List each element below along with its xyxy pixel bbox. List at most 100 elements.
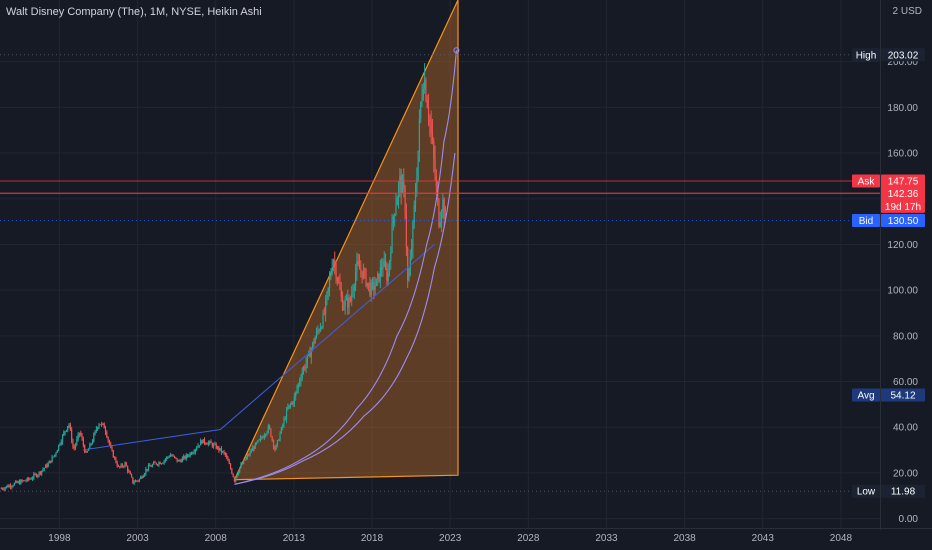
candle-body — [302, 367, 305, 373]
candle-body — [198, 445, 200, 447]
y-tick-label[interactable]: 180.00 — [887, 103, 918, 114]
drawing-layer-lines[interactable] — [82, 47, 460, 485]
candle-body — [107, 437, 109, 441]
x-tick-label[interactable]: 2018 — [361, 533, 384, 544]
candle-body — [279, 433, 281, 441]
candle-body — [142, 475, 144, 478]
candle-body — [150, 466, 152, 468]
candle-body — [427, 107, 430, 118]
candle-body — [425, 80, 427, 101]
candle-body — [61, 435, 64, 442]
candle-body — [193, 452, 195, 453]
y-tick-label[interactable]: 20.00 — [893, 468, 918, 479]
candle-body — [397, 184, 400, 199]
candle-body — [258, 439, 260, 441]
x-tick-label[interactable]: 2038 — [673, 533, 696, 544]
candle-body — [257, 440, 259, 443]
candle-body — [93, 434, 95, 442]
price-label-name: Ask — [858, 177, 876, 188]
x-tick-label[interactable]: 2043 — [752, 533, 775, 544]
candle-body — [296, 388, 298, 392]
candle-body — [192, 452, 194, 454]
y-tick-label[interactable]: 40.00 — [893, 423, 918, 434]
y-tick-label[interactable]: 200.00 — [887, 57, 918, 68]
candle-body — [394, 213, 396, 217]
triangle-drawing[interactable] — [233, 0, 459, 481]
candle-body — [301, 372, 303, 379]
candle-body — [443, 199, 445, 219]
candle-body — [159, 462, 161, 465]
candle-body — [22, 480, 25, 482]
x-tick-label[interactable]: 2008 — [205, 533, 228, 544]
candle-body — [340, 289, 342, 297]
x-tick-label[interactable]: 2028 — [517, 533, 540, 544]
candle-body — [76, 438, 78, 445]
candle-body — [440, 211, 443, 223]
x-tick-label[interactable]: 1998 — [48, 533, 71, 544]
candle-body — [16, 481, 18, 483]
x-tick-label[interactable]: 2003 — [126, 533, 149, 544]
candle-body — [442, 199, 444, 212]
arc-drawing-inner[interactable] — [234, 50, 457, 485]
price-label-value: 54.12 — [890, 390, 915, 401]
candle-body — [138, 479, 140, 481]
y-tick-label[interactable]: 100.00 — [887, 286, 918, 297]
candle-body — [272, 440, 275, 447]
candle-body — [343, 306, 345, 310]
candle-body — [375, 278, 378, 287]
price-scale-divider — [880, 0, 881, 530]
candle-body — [87, 448, 90, 451]
candle-body — [106, 432, 108, 438]
candle-body — [353, 285, 355, 291]
candle-body — [50, 460, 52, 463]
candle-body — [259, 437, 262, 440]
chart-title[interactable]: Walt Disney Company (The), 1M, NYSE, Hei… — [6, 6, 262, 18]
candle-body — [430, 122, 432, 134]
candle-body — [242, 459, 245, 464]
candle-body — [400, 175, 402, 193]
candle-body — [269, 425, 271, 429]
candle-body — [361, 271, 363, 278]
candle-body — [171, 455, 173, 456]
x-tick-label[interactable]: 2033 — [595, 533, 618, 544]
time-scale[interactable]: 1998 2003 2008 2013 2018 2023 2028 2033 2038 2043… — [48, 533, 852, 544]
candle-body — [213, 444, 215, 447]
candle-body — [21, 480, 23, 482]
candle-body — [371, 282, 374, 283]
candle-body — [164, 459, 167, 461]
candle-body — [351, 293, 353, 301]
x-tick-label[interactable]: 2048 — [830, 533, 853, 544]
candle-body — [374, 286, 376, 290]
candle-body — [100, 423, 103, 425]
trendline-drawing[interactable] — [82, 244, 435, 451]
candle-body — [233, 477, 236, 482]
candle-body — [116, 462, 118, 467]
y-tick-label[interactable]: 120.00 — [887, 240, 918, 251]
candle-body — [207, 442, 210, 445]
candle-body — [235, 477, 237, 482]
candle-body — [47, 463, 49, 467]
candle-body — [237, 472, 239, 475]
y-tick-label[interactable]: 0.00 — [899, 514, 919, 525]
candle-body — [295, 391, 297, 397]
arc-drawing-outer[interactable] — [234, 153, 456, 485]
candle-body — [123, 466, 125, 468]
candle-body — [379, 267, 381, 282]
y-tick-label[interactable]: 160.00 — [887, 149, 918, 160]
currency-selector[interactable]: 2 USD — [893, 6, 922, 17]
candle-body — [67, 426, 69, 431]
candle-body — [365, 270, 367, 286]
x-tick-label[interactable]: 2023 — [439, 533, 462, 544]
candle-body — [245, 457, 247, 461]
candle-body — [244, 459, 246, 461]
candle-body — [74, 444, 77, 448]
candle-body — [407, 248, 409, 281]
candle-body — [95, 429, 97, 431]
y-tick-label[interactable]: 60.00 — [893, 377, 918, 388]
candle-body — [11, 486, 13, 488]
arc-handle[interactable] — [453, 47, 460, 54]
y-tick-label[interactable]: 80.00 — [893, 331, 918, 342]
x-tick-label[interactable]: 2013 — [283, 533, 306, 544]
